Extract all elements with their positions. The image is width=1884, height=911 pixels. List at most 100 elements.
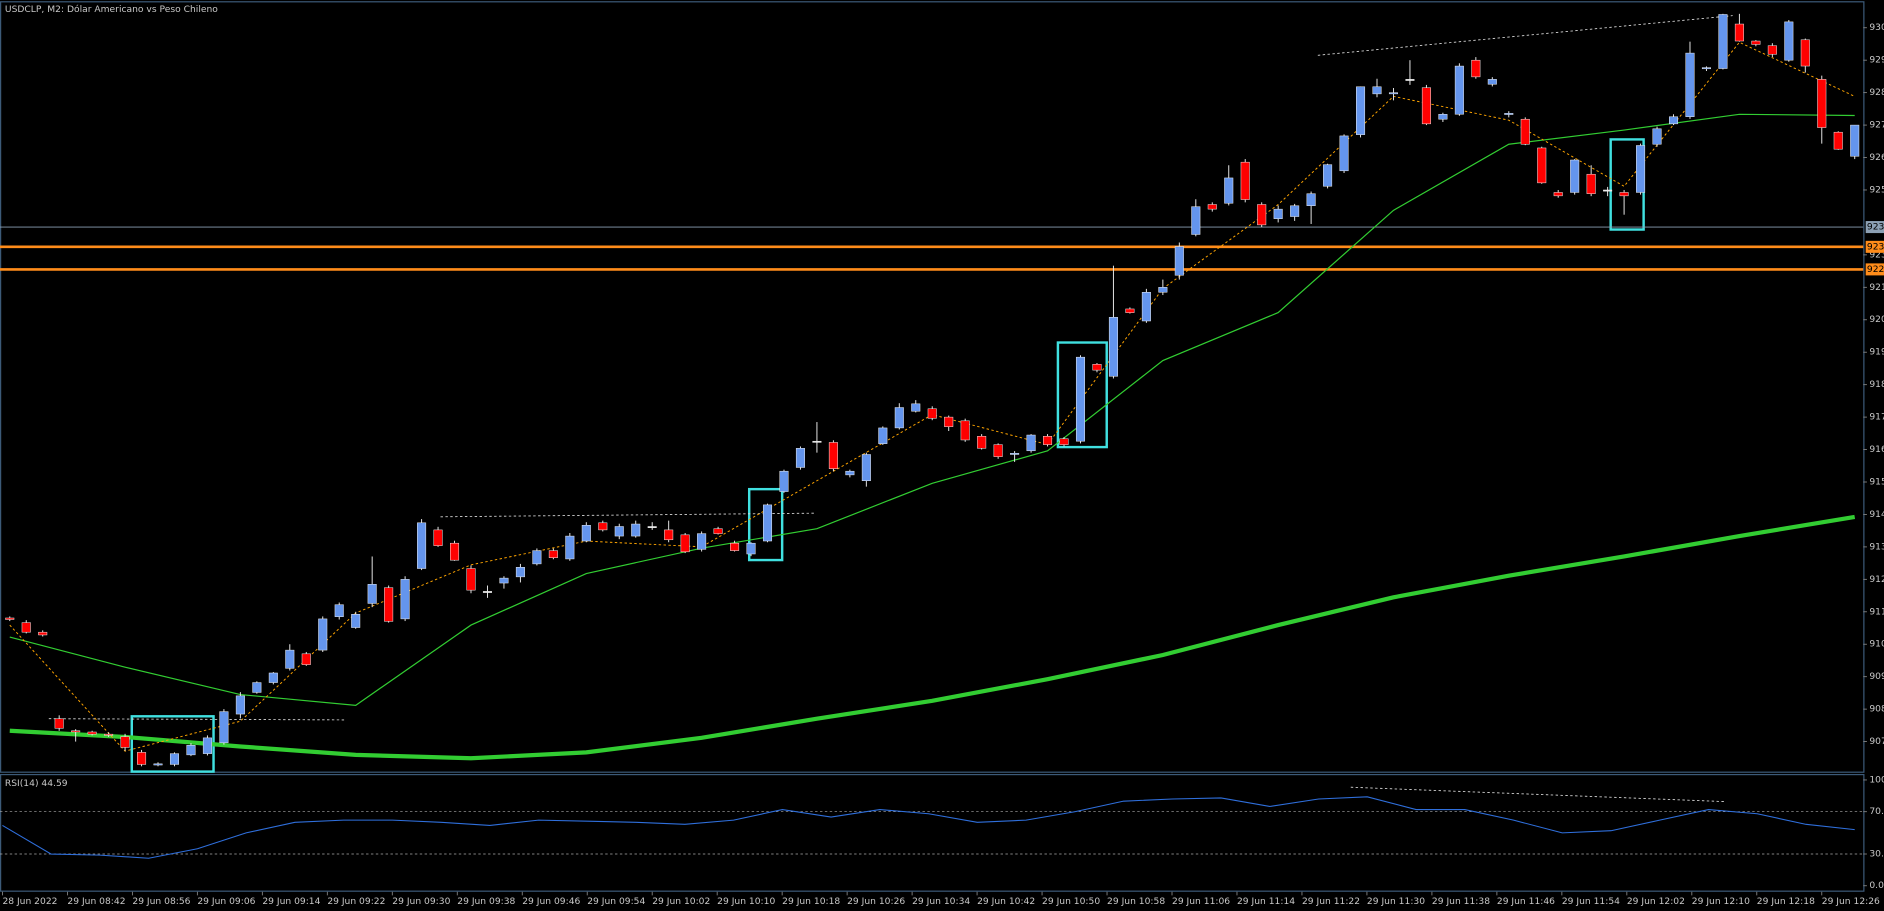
candle-body [235,695,245,715]
candle-body [1306,193,1316,206]
candle-body [680,534,690,553]
candle-body [1075,356,1086,442]
candle-body [1603,189,1613,192]
x-tick-label: 29 Jun 09:54 [587,897,645,907]
candle-body [1421,87,1431,125]
chart-title: USDCLP, M2: Dólar Americano vs Peso Chil… [5,4,218,15]
candle-body [71,730,81,733]
candle-body [367,584,377,604]
level-label-bg [1865,221,1884,234]
candle-body [515,567,525,578]
candle-body [384,587,394,622]
moving-average-line [9,113,1855,706]
x-tick-label: 29 Jun 12:26 [1822,897,1880,907]
candle-body [1537,147,1547,184]
candle-body [664,529,674,541]
candle-body [1158,287,1168,293]
trend-line [48,718,345,721]
candle-body [137,752,147,765]
y-tick-label: 923.00 [1869,250,1884,260]
candle-body [1372,86,1382,95]
candle-body [285,649,295,669]
candle-body [1240,161,1250,200]
candle-body [532,550,542,565]
candle-body [1174,246,1184,276]
x-tick-label: 29 Jun 11:38 [1432,897,1490,907]
candle-body [1339,135,1349,172]
candle-body [1108,317,1118,377]
x-tick-label: 29 Jun 12:10 [1692,897,1750,907]
candle-body [186,745,196,756]
candle-body [1487,79,1497,85]
x-tick-label: 29 Jun 12:18 [1757,897,1815,907]
x-tick-label: 29 Jun 10:10 [717,897,775,907]
y-tick-label: 928.25 [1869,88,1884,98]
candle-body [1553,192,1563,197]
y-tick-label: 909.35 [1869,672,1884,682]
candle-body [1833,131,1843,150]
trend-line [1350,786,1726,803]
candle-body [1570,159,1580,193]
candle-body [87,731,97,735]
y-tick-label: 927.20 [1869,121,1884,131]
candle-body [153,763,163,766]
candle-body [1438,114,1448,120]
candle-body [499,577,509,584]
rsi-tick-label: 100.00 [1869,775,1884,785]
candle-body [779,470,789,492]
candle-body [647,526,657,528]
candle-body [252,682,262,693]
y-tick-label: 910.40 [1869,640,1884,650]
candle-body [911,403,921,412]
candle-body [1356,86,1366,135]
x-tick-label: 29 Jun 08:56 [132,897,190,907]
moving-average-line [9,514,1856,761]
candle-body [301,653,311,665]
level-label: 923.90 [1867,223,1884,233]
candle-body [581,525,591,542]
candle-body [400,579,410,620]
candle-body [219,711,229,744]
main-pane-border [0,1,1865,773]
candle-body [169,753,180,765]
candle-body [1652,128,1662,145]
y-tick-label: 908.30 [1869,705,1884,715]
y-tick-label: 915.65 [1869,478,1884,488]
x-tick-label: 29 Jun 09:14 [262,897,320,907]
candle-body [104,733,114,736]
candle-body [993,444,1003,457]
candle-body [762,504,773,542]
candle-body [1734,23,1744,42]
x-tick-label: 29 Jun 09:30 [392,897,450,907]
candle-body [746,542,756,555]
candle-body [927,408,937,419]
y-tick-label: 926.15 [1869,153,1884,163]
candle-body [1850,124,1860,157]
y-tick-label: 921.95 [1869,283,1884,293]
candle-body [548,550,558,558]
candle-body [1323,164,1333,187]
rsi-tick-label: 0.00 [1869,881,1884,891]
candle-body [1701,67,1711,70]
x-tick-label: 29 Jun 10:26 [847,897,905,907]
y-tick-label: 929.30 [1869,56,1884,66]
candle-body [1817,79,1827,128]
candle-body [318,618,328,651]
candle-body [1784,21,1794,61]
candle-body [1010,453,1020,455]
candle-body [1026,434,1036,452]
candle-body [713,528,723,534]
x-tick-label: 29 Jun 09:06 [197,897,255,907]
rsi-tick-label: 70.00 [1869,807,1884,817]
candle-body [1800,39,1810,67]
candle-body [1718,14,1728,69]
candle-body [268,672,278,683]
x-tick-label: 29 Jun 10:58 [1107,897,1165,907]
candle-body [21,622,31,633]
level-label: 922.53 [1867,265,1884,275]
candle-body [1125,308,1135,313]
candle-body [944,416,954,427]
x-tick-label: 29 Jun 10:02 [652,897,710,907]
